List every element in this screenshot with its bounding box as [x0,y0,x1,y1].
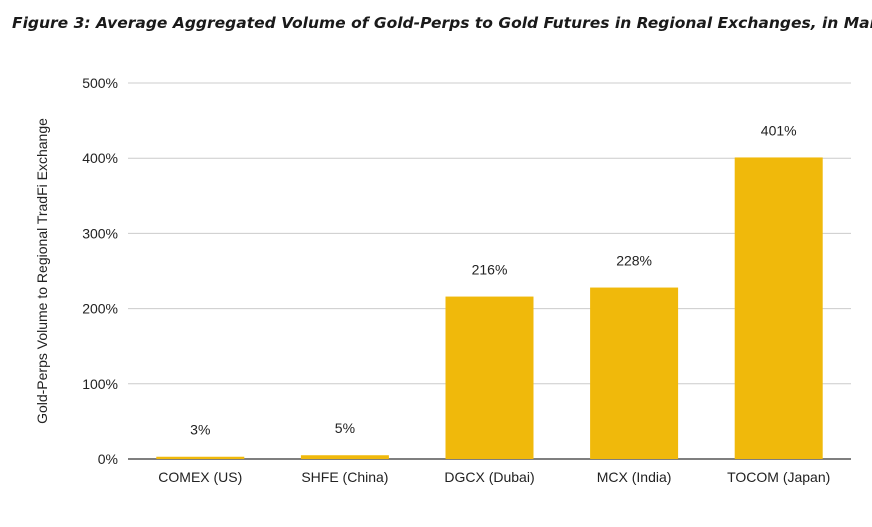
y-tick-label: 200% [82,301,118,317]
bar [445,296,534,459]
data-label: 216% [472,262,508,278]
data-label: 401% [761,122,797,138]
y-tick-label: 400% [82,150,118,166]
y-tick-label: 300% [82,225,118,241]
x-tick-label: MCX (India) [597,469,672,485]
data-label: 3% [190,422,210,438]
bar [734,157,823,459]
x-tick-label: COMEX (US) [158,469,242,485]
y-tick-label: 500% [82,75,118,91]
data-label: 228% [616,253,652,269]
x-tick-label: SHFE (China) [301,469,388,485]
figure-title: Figure 3: Average Aggregated Volume of G… [12,14,872,32]
data-label: 5% [335,420,355,436]
x-tick-label: TOCOM (Japan) [727,469,830,485]
bar [300,455,389,459]
y-tick-label: 100% [82,376,118,392]
y-tick-label: 0% [98,451,118,467]
x-tick-label: DGCX (Dubai) [444,469,534,485]
bar [590,287,679,459]
y-axis-title: Gold-Perps Volume to Regional TradFi Exc… [34,118,50,424]
bar [156,456,245,459]
